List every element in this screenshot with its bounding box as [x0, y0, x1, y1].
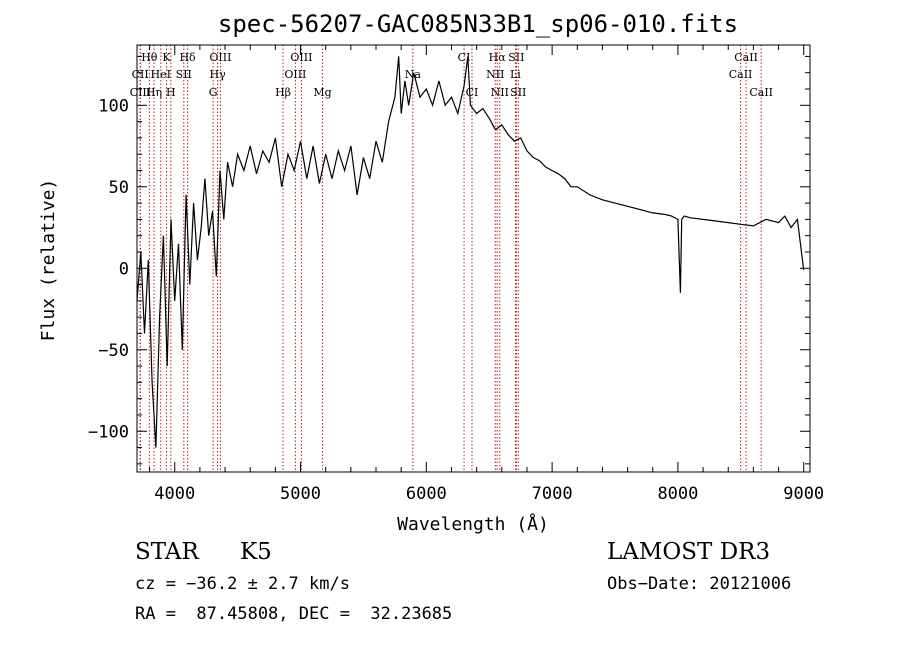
x-tick-label-8000: 8000 [657, 484, 698, 504]
marker-label-15: Mg [313, 86, 331, 99]
spectrum-line [136, 56, 805, 448]
coordinates: RA = 87.45808, DEC = 32.23685 [135, 604, 453, 624]
marker-label-19: Hα [489, 51, 507, 64]
marker-label-6: SII [176, 68, 192, 81]
marker-label-2: CIII [130, 86, 151, 99]
marker-label-22: Li [510, 68, 521, 81]
x-tick-label-6000: 6000 [406, 484, 447, 504]
observation-date: Obs−Date: 20121006 [607, 574, 792, 594]
x-tick-label-4000: 4000 [154, 484, 195, 504]
x-axis: 4000 5000 6000 7000 8000 9000 [149, 45, 824, 504]
marker-label-12: OIII [290, 51, 312, 64]
marker-label-7: H [166, 86, 176, 99]
object-type: STAR [135, 539, 199, 565]
x-axis-label: Wavelength (Å) [397, 513, 549, 535]
y-axis-label: Flux (relative) [38, 179, 59, 342]
marker-label-13: OIII [284, 68, 306, 81]
y-axis: −100 −50 0 50 100 [88, 55, 810, 465]
marker-label-26: CaII [729, 68, 753, 81]
y-tick-label--100: −100 [88, 422, 129, 442]
marker-label-25: CaII [734, 51, 758, 64]
marker-label-8: Hδ [179, 51, 196, 64]
chart-title: spec-56207-GAC085N33B1_sp06-010.fits [218, 10, 738, 38]
x-tick-label-9000: 9000 [783, 484, 824, 504]
y-tick-label-0: 0 [119, 259, 129, 279]
marker-label-11: G [209, 86, 218, 99]
marker-label-21: NII [486, 68, 504, 81]
object-subclass: K5 [240, 539, 272, 565]
y-tick-label-50: 50 [109, 178, 129, 198]
x-tick-label-5000: 5000 [280, 484, 321, 504]
marker-label-0: Hθ [141, 51, 158, 64]
marker-label-14: Hβ [275, 86, 291, 99]
marker-label-18: CI [466, 86, 479, 99]
y-tick-label-100: 100 [98, 96, 129, 116]
marker-label-20: SII [508, 51, 524, 64]
marker-label-9: OIII [209, 51, 231, 64]
x-tick-label-7000: 7000 [532, 484, 573, 504]
marker-label-4: HeI [151, 68, 171, 81]
marker-label-27: CaII [749, 86, 773, 99]
marker-label-24: SII [510, 86, 526, 99]
marker-label-3: K [162, 51, 171, 64]
survey-name: LAMOST DR3 [607, 539, 771, 565]
marker-label-10: Hγ [210, 68, 227, 81]
y-tick-label--50: −50 [98, 341, 129, 361]
redshift-cz: cz = −36.2 ± 2.7 km/s [135, 574, 350, 594]
plot-frame [136, 44, 811, 473]
marker-label-23: NII [491, 86, 509, 99]
marker-label-5: Hη [146, 86, 162, 99]
